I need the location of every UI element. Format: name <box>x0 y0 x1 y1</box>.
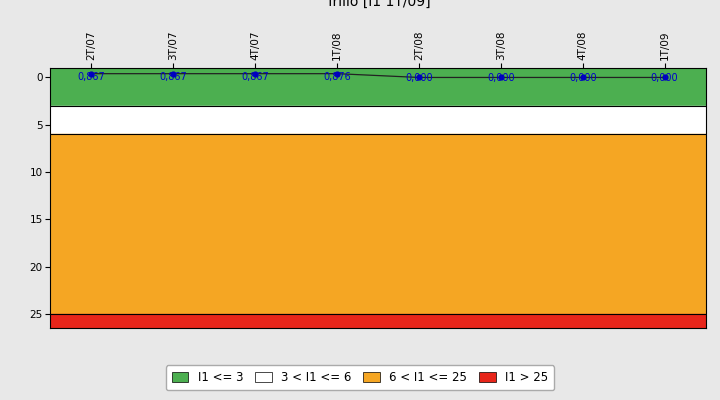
Point <box>86 70 97 77</box>
Point <box>249 70 261 77</box>
Text: 0,867: 0,867 <box>78 72 105 82</box>
Bar <box>50 314 706 328</box>
Point <box>495 74 507 81</box>
Text: 0,000: 0,000 <box>651 73 678 83</box>
Point <box>168 70 179 77</box>
Point <box>331 70 343 77</box>
Text: 0,000: 0,000 <box>487 73 515 83</box>
Title: Trillo [I1 1T/09]: Trillo [I1 1T/09] <box>325 0 431 8</box>
Text: 0,000: 0,000 <box>569 73 597 83</box>
Text: 0,867: 0,867 <box>159 72 187 82</box>
Text: 0,876: 0,876 <box>323 72 351 82</box>
Text: 0,867: 0,867 <box>241 72 269 82</box>
Text: 0,000: 0,000 <box>405 73 433 83</box>
Legend: I1 <= 3, 3 < I1 <= 6, 6 < I1 <= 25, I1 > 25: I1 <= 3, 3 < I1 <= 6, 6 < I1 <= 25, I1 >… <box>166 365 554 390</box>
Bar <box>50 134 706 314</box>
Bar <box>50 106 706 134</box>
Bar <box>50 68 706 106</box>
Point <box>577 74 588 81</box>
Point <box>659 74 670 81</box>
Point <box>413 74 425 81</box>
